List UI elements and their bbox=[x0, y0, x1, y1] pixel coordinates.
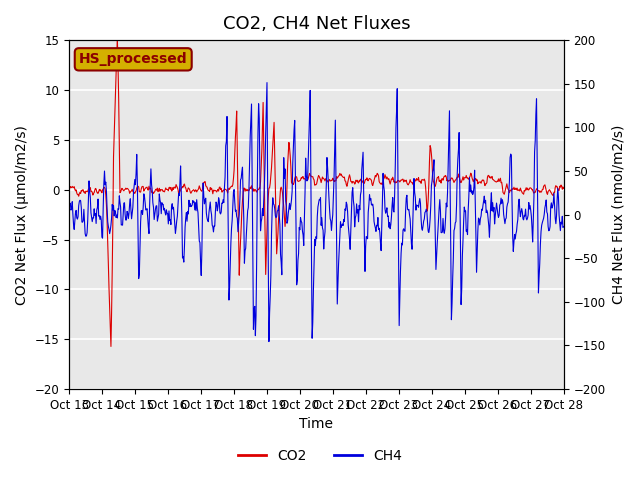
X-axis label: Time: Time bbox=[300, 418, 333, 432]
Y-axis label: CO2 Net Flux (μmol/m2/s): CO2 Net Flux (μmol/m2/s) bbox=[15, 125, 29, 304]
Title: CO2, CH4 Net Fluxes: CO2, CH4 Net Fluxes bbox=[223, 15, 410, 33]
Text: HS_processed: HS_processed bbox=[79, 52, 188, 66]
Y-axis label: CH4 Net Flux (nmol/m2/s): CH4 Net Flux (nmol/m2/s) bbox=[611, 125, 625, 304]
Legend: CO2, CH4: CO2, CH4 bbox=[232, 443, 408, 468]
